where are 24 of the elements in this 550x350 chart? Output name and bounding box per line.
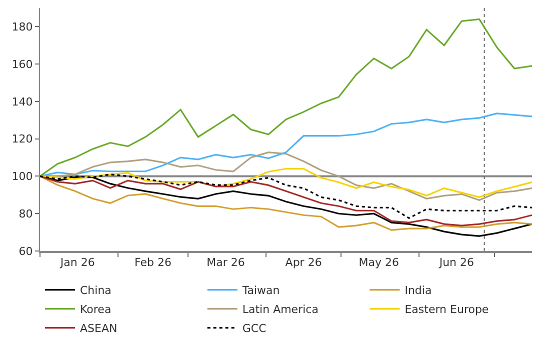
y-tick-label: 80 bbox=[18, 207, 33, 220]
y-tick-label: 140 bbox=[12, 95, 33, 108]
line-series bbox=[40, 168, 532, 198]
y-tick-label: 120 bbox=[12, 132, 33, 146]
legend-label: ASEAN bbox=[80, 322, 118, 336]
x-tick-label: Jan 26 bbox=[59, 256, 95, 270]
legend-label: India bbox=[404, 284, 432, 298]
y-tick-label: 180 bbox=[12, 20, 33, 34]
y-tick-label: 100 bbox=[12, 170, 33, 184]
legend-label: Latin America bbox=[242, 303, 318, 316]
line-series bbox=[40, 112, 532, 178]
x-tick-label: Apr 26 bbox=[285, 256, 322, 270]
legend-label: Korea bbox=[80, 303, 112, 316]
y-tick-label: 60 bbox=[18, 244, 33, 258]
legend-label: Eastern Europe bbox=[404, 303, 489, 316]
y-tick-label: 160 bbox=[12, 58, 33, 71]
line-series bbox=[40, 18, 532, 178]
legend-label: GCC bbox=[242, 322, 267, 336]
x-tick-label: Mar 26 bbox=[206, 256, 245, 270]
x-tick-label: May 26 bbox=[358, 256, 400, 270]
x-tick-label: Feb 26 bbox=[134, 256, 172, 270]
legend-label: China bbox=[80, 284, 112, 298]
x-tick-label: Jun 26 bbox=[438, 256, 474, 270]
legend-label: Taiwan bbox=[241, 284, 280, 298]
